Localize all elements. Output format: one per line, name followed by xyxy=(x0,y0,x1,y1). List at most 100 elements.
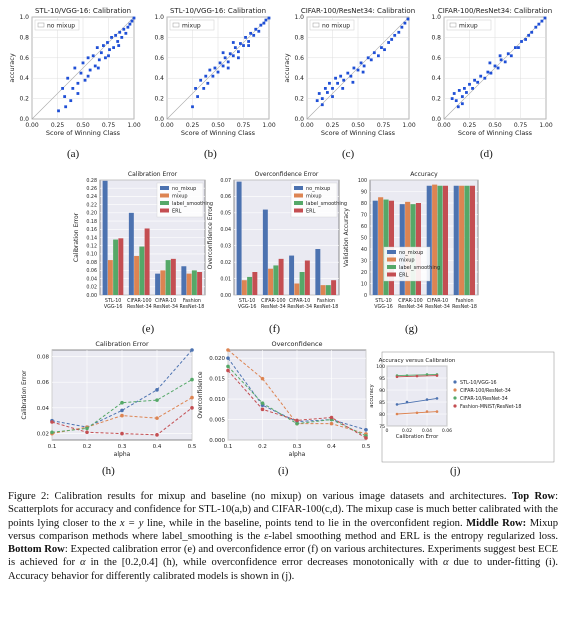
data-point xyxy=(346,71,350,75)
bar xyxy=(102,180,108,295)
data-point xyxy=(488,61,492,65)
chart-title: CIFAR-100/ResNet34: Calibration xyxy=(438,7,552,15)
y-tick-label: 0.00 xyxy=(86,293,97,299)
data-point xyxy=(260,376,265,381)
legend-label: mixup xyxy=(306,194,322,200)
x-tick-label: STL-10 xyxy=(239,298,255,304)
y-tick-label: 0.22 xyxy=(86,202,97,208)
y-tick-label: 0.2 xyxy=(431,96,441,103)
data-point xyxy=(118,30,122,34)
y-axis-label: Validation Accuracy xyxy=(343,208,350,267)
data-point xyxy=(196,95,199,98)
subfig-label-a: (a) xyxy=(67,148,80,160)
data-point xyxy=(364,427,368,432)
data-point xyxy=(259,23,263,27)
data-point xyxy=(483,76,487,80)
data-point xyxy=(498,54,502,58)
y-tick-label: 0.16 xyxy=(86,227,97,233)
bar xyxy=(294,283,300,295)
subfig-label-h: (h) xyxy=(102,465,115,477)
y-tick-label: 95 xyxy=(379,376,385,382)
chart-j: 75 80 85 90 95 100 0 0.02 0.04 0.06 STL-10/VGG-16 C… xyxy=(369,351,555,463)
y-tick-label: 0.2 xyxy=(19,96,29,103)
y-tick-label: 0.0 xyxy=(294,116,304,123)
data-point xyxy=(366,56,370,60)
data-point xyxy=(242,44,245,47)
data-point xyxy=(326,91,329,94)
data-point xyxy=(93,64,97,68)
chart-d: 0.0 0.2 0.4 0.6 0.8 1.0 0.00 0.25 0.50 0.75 1.00 mi… xyxy=(431,7,552,137)
data-point xyxy=(64,105,68,109)
data-point xyxy=(155,416,159,420)
x-axis-label: alpha xyxy=(289,451,306,458)
y-tick-label: 0.04 xyxy=(220,227,231,233)
y-tick-label: 0.4 xyxy=(154,75,164,82)
data-point xyxy=(120,413,124,418)
legend-label: ERL xyxy=(172,209,182,215)
data-point xyxy=(120,400,124,405)
data-point xyxy=(341,87,345,90)
x-tick-label: 1.00 xyxy=(402,122,416,129)
x-tick-label: 0.4 xyxy=(327,444,336,450)
x-tick-label: 0.75 xyxy=(377,122,391,129)
x-tick-label: ResNet-34 xyxy=(398,304,423,310)
data-point xyxy=(97,58,101,62)
data-point xyxy=(206,81,210,85)
data-point xyxy=(471,87,474,90)
y-tick-label: 1.0 xyxy=(19,14,29,21)
legend-label: label_smoothing xyxy=(306,201,347,207)
bar xyxy=(170,258,176,295)
x-tick-label: ResNet-18 xyxy=(313,304,338,310)
data-point xyxy=(415,374,419,378)
x-tick-label: 1.00 xyxy=(539,122,553,129)
chart-f: 0.00 0.01 0.02 0.03 0.04 0.05 0.06 0.07 STL-10VG… xyxy=(207,171,347,310)
chart-c: 0.0 0.2 0.4 0.6 0.8 1.0 0.00 0.25 0.50 0.75 1.00 no… xyxy=(283,7,416,137)
chart-h: 0.02 0.04 0.06 0.08 0.1 0.2 0.3 0.4 0.5 Calibrati… xyxy=(21,340,197,458)
data-point xyxy=(405,400,409,404)
data-point xyxy=(99,51,103,55)
y-tick-label: 0.07 xyxy=(220,178,231,184)
y-tick-label: 0.6 xyxy=(431,55,441,62)
data-point xyxy=(128,22,132,26)
data-point xyxy=(226,348,230,352)
x-tick-label: CIFAR-100 xyxy=(127,298,151,304)
legend-label: CIFAR-100/ResNet-34 xyxy=(460,388,511,394)
data-point xyxy=(257,29,261,33)
y-tick-label: 0.26 xyxy=(86,186,97,192)
y-tick-label: 80 xyxy=(379,412,385,418)
chart-title: Accuracy xyxy=(410,171,438,178)
data-point xyxy=(86,74,90,78)
data-point xyxy=(226,356,230,360)
chart-title: CIFAR-100/ResNet34: Calibration xyxy=(301,7,415,15)
data-point xyxy=(356,68,360,72)
data-point xyxy=(520,40,523,43)
data-point xyxy=(435,374,439,377)
data-point xyxy=(237,50,240,54)
data-point xyxy=(380,46,383,49)
y-tick-label: 75 xyxy=(379,424,385,430)
data-point xyxy=(351,80,355,84)
subfig-label-d: (d) xyxy=(480,148,493,160)
x-tick-label: STL-10 xyxy=(105,298,121,304)
chart-title: STL-10/VGG-16: Calibration xyxy=(35,7,131,15)
data-point xyxy=(403,21,407,25)
legend-label: ERL xyxy=(306,209,316,215)
data-point xyxy=(228,52,232,56)
bar xyxy=(453,185,459,295)
data-point xyxy=(66,76,70,80)
legend-box xyxy=(446,19,492,31)
x-tick-label: ResNet-18 xyxy=(452,304,477,310)
data-point xyxy=(537,22,541,26)
data-point xyxy=(226,368,230,373)
data-point xyxy=(73,66,77,70)
data-point xyxy=(456,105,460,109)
data-point xyxy=(329,421,334,426)
y-tick-label: 0.12 xyxy=(86,244,97,250)
y-tick-label: 40 xyxy=(361,247,367,253)
data-point xyxy=(534,25,538,29)
data-point xyxy=(237,56,240,60)
bar xyxy=(160,270,166,295)
x-tick-label: CIFAR-100 xyxy=(261,298,285,304)
trend-line xyxy=(396,397,438,405)
